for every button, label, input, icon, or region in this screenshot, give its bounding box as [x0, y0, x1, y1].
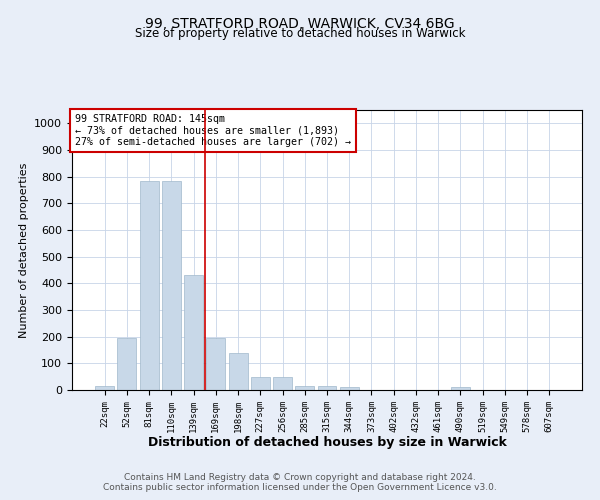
Text: Contains HM Land Registry data © Crown copyright and database right 2024.: Contains HM Land Registry data © Crown c… — [124, 473, 476, 482]
Text: 99 STRATFORD ROAD: 145sqm
← 73% of detached houses are smaller (1,893)
27% of se: 99 STRATFORD ROAD: 145sqm ← 73% of detac… — [74, 114, 350, 148]
Bar — [451, 388, 470, 390]
Bar — [140, 180, 158, 390]
Bar — [251, 376, 270, 390]
Text: 99, STRATFORD ROAD, WARWICK, CV34 6BG: 99, STRATFORD ROAD, WARWICK, CV34 6BG — [145, 18, 455, 32]
Bar — [340, 388, 359, 390]
Y-axis label: Number of detached properties: Number of detached properties — [19, 162, 29, 338]
Bar — [295, 386, 314, 390]
Text: Distribution of detached houses by size in Warwick: Distribution of detached houses by size … — [148, 436, 506, 449]
Bar — [162, 180, 181, 390]
Bar — [95, 386, 114, 390]
Bar — [206, 338, 225, 390]
Bar — [184, 276, 203, 390]
Text: Size of property relative to detached houses in Warwick: Size of property relative to detached ho… — [135, 28, 465, 40]
Bar — [273, 376, 292, 390]
Text: Contains public sector information licensed under the Open Government Licence v3: Contains public sector information licen… — [103, 483, 497, 492]
Bar — [229, 352, 248, 390]
Bar — [317, 386, 337, 390]
Bar — [118, 338, 136, 390]
